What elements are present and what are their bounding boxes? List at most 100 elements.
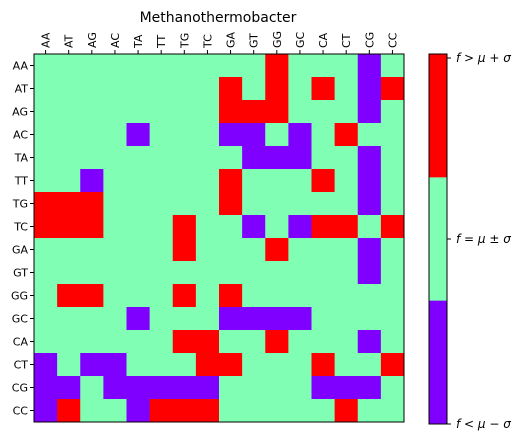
y-tick-label: CT xyxy=(14,359,29,372)
heatmap-cell xyxy=(357,54,382,78)
heatmap-cell xyxy=(334,330,359,354)
heatmap-cell xyxy=(357,123,382,147)
heatmap-cell xyxy=(288,77,312,101)
heatmap-cell xyxy=(311,146,336,170)
heatmap-cell xyxy=(126,146,151,170)
y-tick-label: GG xyxy=(11,290,28,303)
x-tick-labels: AA AT AG AC TA TT TG TC GA GT GG GC CA CT CG CC xyxy=(40,31,399,54)
heatmap-cell xyxy=(57,353,81,377)
heatmap-cell xyxy=(80,399,104,423)
heatmap-cell xyxy=(172,169,197,193)
heatmap-cell xyxy=(242,399,266,423)
heatmap-cell xyxy=(265,77,289,101)
heatmap-cell xyxy=(242,261,266,285)
heatmap-cell xyxy=(219,169,243,193)
y-tick-label: TG xyxy=(12,198,28,211)
heatmap-cell xyxy=(242,353,266,377)
heatmap-cell xyxy=(57,330,81,354)
x-tick-label: AT xyxy=(63,34,76,48)
heatmap-cell xyxy=(126,330,151,354)
heatmap-cell xyxy=(172,215,197,239)
y-tick-label: CC xyxy=(13,405,29,418)
heatmap-cell xyxy=(288,54,312,78)
heatmap-cell xyxy=(265,123,289,147)
heatmap-cell xyxy=(288,330,312,354)
heatmap-cell xyxy=(103,100,127,124)
x-tick-label: AG xyxy=(86,32,99,48)
x-tick-label: TG xyxy=(178,33,191,49)
heatmap-cell xyxy=(265,215,289,239)
heatmap-cell xyxy=(126,376,151,400)
heatmap-cell xyxy=(126,261,151,285)
heatmap-cell xyxy=(34,353,58,377)
heatmap-cell xyxy=(103,123,127,147)
heatmap-cell xyxy=(57,261,81,285)
heatmap-cell xyxy=(288,353,312,377)
heatmap-cell xyxy=(80,192,104,216)
heatmap-cell xyxy=(357,100,382,124)
heatmap-cell xyxy=(57,215,81,239)
x-tick-label: AA xyxy=(40,32,53,48)
heatmap-cell xyxy=(34,261,58,285)
heatmap-cell xyxy=(149,376,174,400)
heatmap-cell xyxy=(172,77,197,101)
x-tick-label: TT xyxy=(155,34,168,49)
heatmap-cell xyxy=(311,307,336,331)
y-tick-label: AT xyxy=(15,83,29,96)
y-tick-labels: AA AT AG AC TA TT TG TC GA GT GG GC CA CT CG CC xyxy=(11,60,34,418)
heatmap-cell xyxy=(103,238,127,262)
heatmap-cell xyxy=(334,376,359,400)
heatmap-cell xyxy=(265,307,289,331)
heatmap-cell xyxy=(103,146,127,170)
heatmap-cell xyxy=(172,238,197,262)
heatmap-cell xyxy=(265,330,289,354)
heatmap-cell xyxy=(380,307,405,331)
heatmap-cell xyxy=(311,376,336,400)
y-tick-label: GA xyxy=(12,244,29,257)
x-tick-label: TC xyxy=(201,34,214,49)
colorbar: f > μ + σ f = μ ± σ f < μ − σ xyxy=(428,51,511,431)
heatmap-cell xyxy=(219,123,243,147)
heatmap-cell xyxy=(242,192,266,216)
heatmap-cell xyxy=(265,376,289,400)
heatmap-cell xyxy=(288,215,312,239)
heatmap-cell xyxy=(311,100,336,124)
heatmap-cell xyxy=(219,307,243,331)
heatmap-cell xyxy=(334,192,359,216)
heatmap-cell xyxy=(126,169,151,193)
heatmap-cell xyxy=(334,100,359,124)
heatmap-cell xyxy=(288,261,312,285)
heatmap-frame xyxy=(33,53,405,423)
heatmap-cell xyxy=(126,192,151,216)
heatmap-cell xyxy=(357,238,382,262)
heatmap-cell xyxy=(126,238,151,262)
heatmap-cell xyxy=(380,353,405,377)
y-tick-label: TA xyxy=(14,152,29,165)
heatmap-cell xyxy=(219,284,243,308)
heatmap-cell xyxy=(380,399,405,423)
heatmap-cell xyxy=(380,169,405,193)
heatmap-cell xyxy=(195,54,220,78)
heatmap-cell xyxy=(126,100,151,124)
heatmap-cell xyxy=(265,169,289,193)
heatmap-cell xyxy=(242,330,266,354)
y-tick-label: GT xyxy=(13,267,28,280)
heatmap-cell xyxy=(311,284,336,308)
heatmap-cell xyxy=(265,284,289,308)
heatmap-cell xyxy=(172,330,197,354)
heatmap-cell xyxy=(380,284,405,308)
heatmap-cell xyxy=(357,192,382,216)
heatmap-cell xyxy=(242,215,266,239)
heatmap-cell xyxy=(103,77,127,101)
heatmap-cell xyxy=(103,169,127,193)
heatmap-cell xyxy=(334,54,359,78)
heatmap-cell xyxy=(311,169,336,193)
heatmap-cell xyxy=(80,146,104,170)
heatmap-cell xyxy=(34,238,58,262)
heatmap-cell xyxy=(34,54,58,78)
x-tick-label: CC xyxy=(386,32,399,48)
x-tick-label: GG xyxy=(271,31,284,48)
heatmap-cell xyxy=(288,238,312,262)
heatmap-cell xyxy=(80,169,104,193)
heatmap-cell xyxy=(219,146,243,170)
